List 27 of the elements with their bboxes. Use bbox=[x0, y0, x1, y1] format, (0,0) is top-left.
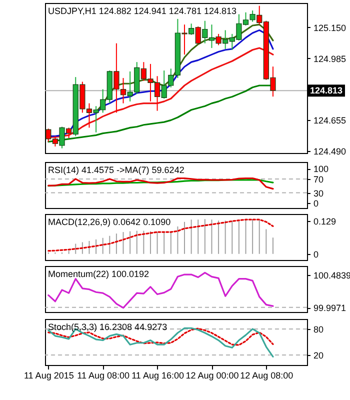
y-tick-label: 30 bbox=[314, 188, 324, 198]
y-tick-label: 0 bbox=[314, 249, 319, 260]
chart-title: USDJPY,H1 124.882 124.941 124.781 124.813 bbox=[48, 6, 236, 16]
y-tick-label: 0 bbox=[314, 198, 319, 209]
x-tick-label: 11 Aug 16:00 bbox=[132, 370, 184, 380]
x-tick-label: 12 Aug 00:00 bbox=[186, 370, 239, 380]
y-tick-label: 0.129 bbox=[314, 216, 336, 227]
ref-line-label: 124.813 bbox=[310, 86, 343, 96]
chart-title: MACD(12,26,9) 0.0642 0.1090 bbox=[48, 217, 171, 227]
x-tick-label: 11 Aug 2015 bbox=[24, 370, 74, 380]
y-tick-label: 124.655 bbox=[314, 116, 346, 126]
y-tick-label: 100 bbox=[314, 164, 329, 174]
y-tick-label: 20 bbox=[314, 350, 324, 361]
x-tick-label: 11 Aug 08:00 bbox=[77, 370, 130, 380]
y-tick-label: 125.150 bbox=[314, 22, 346, 33]
y-tick-label: 80 bbox=[314, 324, 324, 334]
y-tick-label: 124.985 bbox=[314, 54, 346, 64]
chart-title: Stoch(5,3,3) 16.2308 44.9273 bbox=[48, 322, 168, 332]
line-series bbox=[48, 218, 274, 252]
line-series bbox=[48, 177, 274, 190]
x-tick-label: 12 Aug 08:00 bbox=[240, 370, 294, 380]
line-series bbox=[48, 272, 274, 309]
y-tick-label: 124.490 bbox=[314, 146, 346, 157]
y-tick-label: 99.9971 bbox=[314, 303, 346, 314]
y-tick-label: 70 bbox=[314, 174, 324, 184]
chart-title: RSI(14) 41.4575 ->MA(7) 59.6242 bbox=[48, 165, 184, 175]
chart-title: Momentum(22) 100.0192 bbox=[48, 269, 150, 279]
